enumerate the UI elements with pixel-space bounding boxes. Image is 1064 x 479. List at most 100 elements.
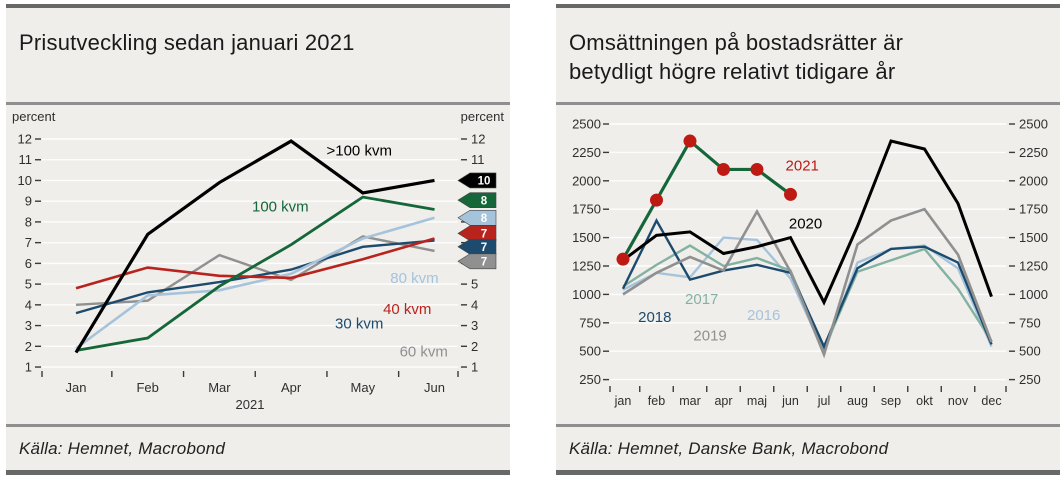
x-tick-label: sep <box>881 394 901 408</box>
source-text-left: Källa: Hemnet, Macrobond <box>19 438 226 458</box>
value-badge <box>457 192 497 208</box>
series-label-30 kvm: 30 kvm <box>335 316 383 333</box>
y-tick-label-left: 1500 <box>572 230 601 245</box>
series-marker-2021 <box>616 252 630 266</box>
series-marker-2021 <box>784 187 797 201</box>
value-badge <box>457 172 497 189</box>
series-marker-2021 <box>683 134 697 148</box>
y-tick-label-right: 2000 <box>1019 173 1048 188</box>
series-group: 2016 2017 2018 2019 2020 2021 <box>616 134 993 359</box>
title-divider <box>6 102 510 105</box>
y-tick-label-right: 1 <box>471 360 478 375</box>
series-marker-2021 <box>717 162 730 176</box>
x-tick-label: aug <box>847 394 868 408</box>
price-development-chart-svg: 112233445566778899101011111212JanFebMarA… <box>12 109 504 412</box>
value-badge <box>457 238 497 255</box>
turnover-card: Omsättningen på bostadsrätter är betydli… <box>556 4 1060 475</box>
card-bottom-rule <box>6 470 510 475</box>
y-tick-label-right: 11 <box>471 152 485 167</box>
series-line-40 kvm <box>75 237 435 290</box>
x-tick-label: jan <box>614 394 632 408</box>
y-tick-label-right: 1500 <box>1019 230 1048 245</box>
x-tick-label: May <box>351 380 376 395</box>
y-tick-label-left: 750 <box>579 315 601 330</box>
series-marker-2021 <box>650 193 663 207</box>
series-label-2019: 2019 <box>693 327 726 344</box>
card-top-rule <box>556 4 1060 8</box>
y-tick-label-right: 5 <box>471 277 478 292</box>
y-tick-label-left: 6 <box>25 256 32 271</box>
series-line-100 kvm <box>75 195 435 352</box>
value-badge <box>457 209 497 226</box>
card-header: Omsättningen på bostadsrätter är betydli… <box>556 8 1060 102</box>
y-tick-label-left: 2500 <box>572 117 601 132</box>
source-row: Källa: Hemnet, Danske Bank, Macrobond <box>556 427 1060 470</box>
series-label->100 kvm: >100 kvm <box>326 143 391 160</box>
series-label-2017: 2017 <box>685 291 718 308</box>
y-tick-label-right: 12 <box>471 132 485 147</box>
series-label-2020: 2020 <box>789 216 822 233</box>
series-marker-2021 <box>750 162 764 176</box>
x-tick-label: Jan <box>66 380 87 395</box>
x-tick-label: nov <box>948 394 969 408</box>
card-header: Prisutveckling sedan januari 2021 <box>6 8 510 102</box>
x-axis-year-label: 2021 <box>236 397 265 412</box>
series-line-80 kvm <box>75 216 435 350</box>
x-tick-label: jul <box>817 394 831 408</box>
value-badge-label: 8 <box>481 195 488 207</box>
y-tick-label-left: 1750 <box>572 202 601 217</box>
x-tick-label: jun <box>781 394 799 408</box>
axes: 250 250 500 500 750 750 1000 1000 1250 1250 1500 15… <box>572 117 1048 409</box>
source-divider <box>556 424 1060 427</box>
y-tick-label-right: 3 <box>471 318 478 333</box>
y-tick-label-left: 7 <box>25 235 32 250</box>
x-tick-label: Feb <box>136 380 158 395</box>
y-tick-label-left: 10 <box>18 173 32 188</box>
title-divider <box>556 102 1060 105</box>
y-tick-label-right: 1750 <box>1019 202 1048 217</box>
y-tick-label-left: 2 <box>25 339 32 354</box>
value-badge-label: 10 <box>478 176 491 188</box>
y-tick-label-right: 2 <box>471 339 478 354</box>
y-tick-label-left: 11 <box>19 152 33 167</box>
x-tick-label: Mar <box>208 380 231 395</box>
value-badge-label: 8 <box>481 213 488 225</box>
value-badge-label: 7 <box>481 229 487 241</box>
y-tick-label-left: 250 <box>579 372 601 387</box>
y-tick-label-left: 12 <box>18 132 32 147</box>
series-label-2016: 2016 <box>747 307 780 324</box>
source-row: Källa: Hemnet, Macrobond <box>6 427 510 470</box>
value-badge <box>457 225 497 242</box>
source-divider <box>6 424 510 427</box>
series-label-2018: 2018 <box>638 309 671 326</box>
y-axis-title-left: percent <box>12 109 56 124</box>
series-label-100 kvm: 100 kvm <box>252 199 309 216</box>
series-label-60 kvm: 60 kvm <box>400 344 448 361</box>
series-label-2021: 2021 <box>786 158 819 175</box>
series-line-2018 <box>621 217 993 350</box>
turnover-chart-svg: 250 250 500 500 750 750 1000 1000 1250 1250 1500 15… <box>572 117 1048 409</box>
series-line-2021 <box>621 138 792 260</box>
chart-title-left: Prisutveckling sedan januari 2021 <box>19 30 355 55</box>
x-tick-label: apr <box>714 394 732 408</box>
chart-area-left: 112233445566778899101011111212JanFebMarA… <box>6 105 510 424</box>
y-tick-label-left: 2250 <box>572 145 601 160</box>
y-tick-label-left: 3 <box>25 318 32 333</box>
y-tick-label-right: 2250 <box>1019 145 1048 160</box>
value-badge-label: 7 <box>481 242 487 254</box>
series-line-60 kvm <box>75 235 435 307</box>
x-tick-label: mar <box>679 394 701 408</box>
series-label-40 kvm: 40 kvm <box>383 301 431 318</box>
y-tick-label-left: 1250 <box>572 259 601 274</box>
axes: 112233445566778899101011111212JanFebMarA… <box>12 109 504 412</box>
series-group: 60 kvm 30 kvm 80 kvm 40 kvm 100 kvm >100 kvm <box>74 139 448 361</box>
x-tick-label: maj <box>747 394 767 408</box>
chart-title-right: Omsättningen på bostadsrätter är betydli… <box>569 30 904 84</box>
y-tick-label-right: 4 <box>471 297 478 312</box>
source-text-right: Källa: Hemnet, Danske Bank, Macrobond <box>569 438 889 458</box>
card-bottom-rule <box>556 470 1060 475</box>
y-tick-label-left: 2000 <box>572 173 601 188</box>
